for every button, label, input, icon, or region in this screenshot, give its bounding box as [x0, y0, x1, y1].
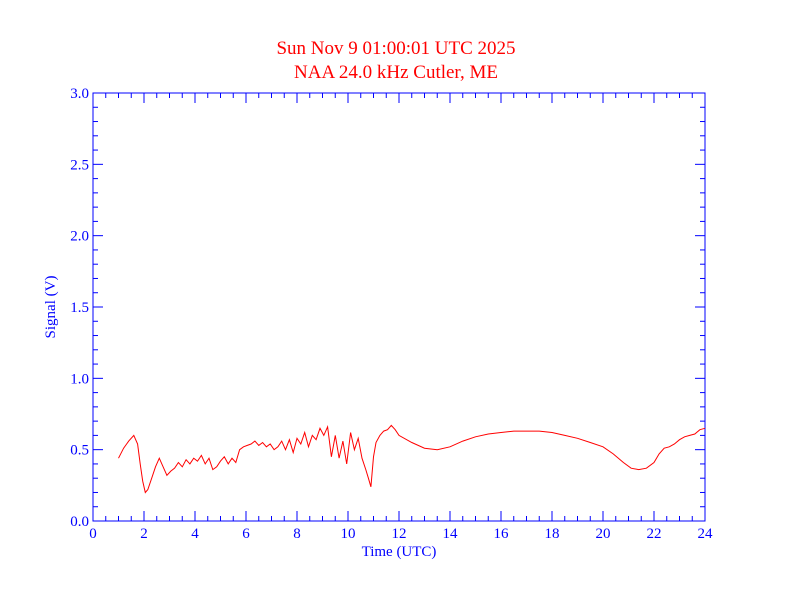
x-axis-ticks — [92, 93, 706, 521]
x-tick-label: 8 — [293, 526, 301, 542]
x-axis-tick-labels: 0 2 4 6 8 10 12 14 16 18 20 22 24 — [89, 526, 713, 542]
x-axis-label: Time (UTC) — [362, 544, 437, 560]
y-tick-label: 1.5 — [70, 300, 89, 316]
y-tick-label: 2.0 — [70, 229, 89, 245]
y-tick-label: 1.0 — [70, 371, 89, 387]
x-tick-label: 14 — [443, 526, 459, 542]
x-tick-label: 12 — [392, 526, 407, 542]
y-tick-label: 2.5 — [70, 157, 89, 173]
plot-frame — [92, 92, 706, 522]
y-axis-ticks — [93, 92, 705, 522]
signal-series-line — [118, 424, 706, 494]
x-tick-label: 22 — [647, 526, 662, 542]
x-tick-label: 16 — [494, 526, 510, 542]
y-axis-label: Signal (V) — [43, 276, 59, 339]
chart-title: Sun Nov 9 01:00:01 UTC 2025 — [276, 38, 515, 59]
y-tick-label: 3.0 — [70, 86, 89, 102]
x-tick-label: 2 — [140, 526, 148, 542]
x-tick-label: 24 — [698, 526, 714, 542]
x-tick-label: 18 — [545, 526, 560, 542]
x-tick-label: 20 — [596, 526, 611, 542]
y-axis-tick-labels: 0.0 0.5 1.0 1.5 2.0 2.5 3.0 — [70, 86, 89, 530]
y-tick-label: 0.5 — [70, 443, 89, 459]
x-tick-label: 6 — [242, 526, 250, 542]
x-tick-label: 10 — [341, 526, 356, 542]
x-tick-label: 4 — [191, 526, 199, 542]
y-tick-label: 0.0 — [70, 514, 89, 530]
chart-subtitle: NAA 24.0 kHz Cutler, ME — [294, 62, 498, 83]
x-tick-label: 0 — [89, 526, 97, 542]
